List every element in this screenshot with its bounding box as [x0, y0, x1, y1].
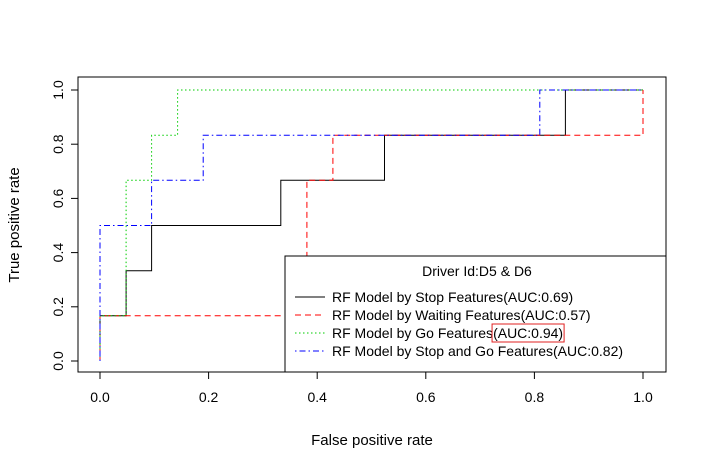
- series-layer: [99, 89, 644, 361]
- legend-entries: RF Model by Stop Features(AUC:0.69) RF Mo…: [295, 289, 623, 359]
- y-tick-label: 0.6: [50, 188, 66, 208]
- y-axis-title: True positive rate: [6, 167, 23, 282]
- legend-highlight-box: [491, 323, 565, 343]
- x-tick-label: 0.8: [525, 389, 545, 405]
- x-tick-label: 0.2: [199, 389, 219, 405]
- y-tick-label: 0.0: [50, 351, 66, 371]
- legend: Driver Id:D5 & D6 RF Model by Stop Featu…: [284, 255, 667, 373]
- legend-label-1: RF Model by Stop Features(AUC:0.69): [332, 289, 573, 305]
- series-line-2: [99, 90, 644, 361]
- x-axis: 0.0 0.2 0.4 0.6 0.8 1.0: [90, 371, 653, 405]
- legend-label-2: RF Model by Waiting Features(AUC:0.57): [332, 307, 591, 323]
- y-tick-label: 0.2: [50, 297, 66, 317]
- legend-label-4: RF Model by Stop and Go Features(AUC:0.8…: [332, 343, 623, 359]
- y-tick-label: 1.0: [50, 80, 66, 100]
- legend-box: [284, 255, 667, 373]
- series-line-4: [99, 89, 643, 361]
- y-tick-label: 0.8: [50, 134, 66, 154]
- y-axis: 0.0 0.2 0.4 0.6 0.8 1.0: [50, 80, 79, 371]
- x-tick-label: 0.0: [90, 389, 110, 405]
- legend-title: Driver Id:D5 & D6: [422, 263, 532, 279]
- y-tick-label: 0.4: [50, 243, 66, 263]
- x-tick-label: 0.6: [416, 389, 436, 405]
- legend-label-3: RF Model by Go Features(AUC:0.94): [332, 325, 563, 341]
- x-axis-title: False positive rate: [311, 432, 433, 449]
- x-tick-label: 1.0: [633, 389, 653, 405]
- x-tick-label: 0.4: [307, 389, 327, 405]
